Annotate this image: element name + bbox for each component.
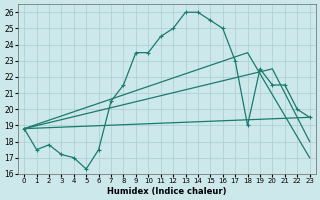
- X-axis label: Humidex (Indice chaleur): Humidex (Indice chaleur): [107, 187, 227, 196]
